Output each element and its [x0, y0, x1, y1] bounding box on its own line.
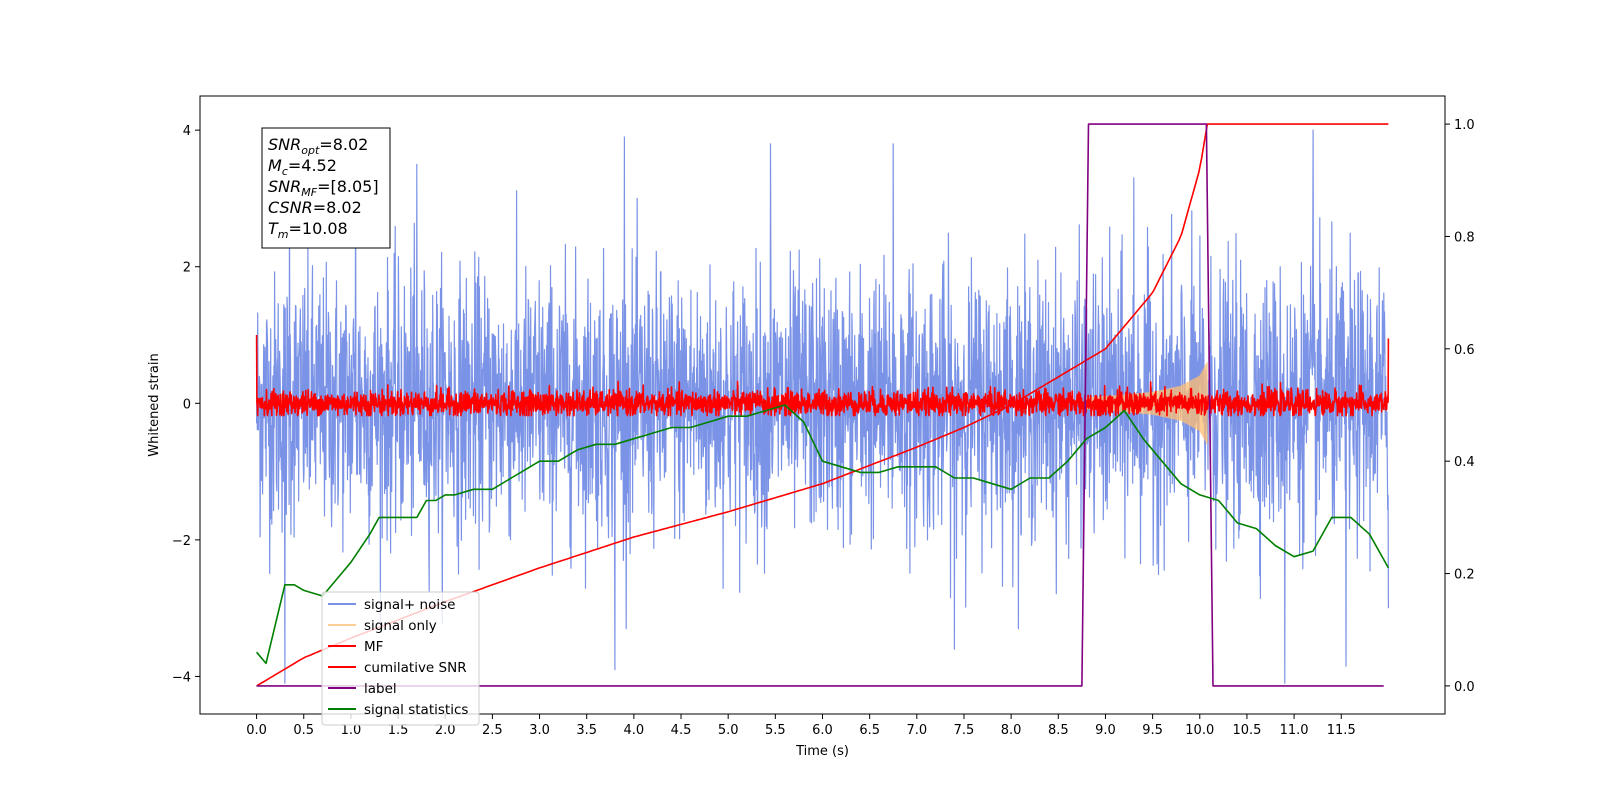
series-line-signal-noise — [256, 129, 1389, 684]
y-axis-left: −4 −2 0 2 4 — [172, 124, 200, 685]
x-tick-label: 3.5 — [576, 723, 597, 738]
x-tick-label: 7.5 — [954, 723, 975, 738]
y-tick-label: 2 — [183, 261, 191, 276]
x-tick-label: 10.5 — [1232, 723, 1261, 738]
x-tick-label: 5.0 — [718, 723, 739, 738]
y2-tick-label: 0.2 — [1454, 568, 1475, 583]
y-axis-label: Whitened strain — [147, 353, 162, 456]
info-line: SNRopt=8.02 — [268, 135, 368, 157]
y-tick-label: 0 — [183, 397, 191, 412]
series-line-mf — [255, 334, 1390, 417]
x-tick-label: 2.0 — [435, 723, 456, 738]
y2-tick-label: 0.6 — [1454, 343, 1475, 358]
legend-label: label — [364, 681, 397, 697]
x-tick-label: 9.5 — [1142, 723, 1163, 738]
y-axis-right: 0.0 0.2 0.4 0.6 0.8 1.0 — [1445, 118, 1475, 695]
legend: signal+ noise signal only MF cumilative SNR… — [321, 591, 480, 726]
x-tick-label: 7.0 — [906, 723, 927, 738]
y-tick-label: 4 — [183, 124, 191, 139]
y-tick-label: −4 — [172, 670, 191, 685]
legend-label: signal only — [364, 618, 437, 634]
y2-tick-label: 0.0 — [1454, 680, 1475, 695]
x-tick-label: 6.5 — [859, 723, 880, 738]
legend-label: signal statistics — [364, 702, 468, 718]
x-tick-label: 10.0 — [1185, 723, 1214, 738]
x-tick-label: 9.0 — [1095, 723, 1116, 738]
x-tick-label: 2.5 — [482, 723, 503, 738]
series-line-signal-statistics — [255, 404, 1390, 665]
info-line: SNRMF=[8.05] — [268, 177, 379, 199]
series-line-label — [256, 123, 1384, 687]
legend-label: signal+ noise — [364, 597, 455, 613]
legend-label: MF — [364, 639, 383, 655]
x-axis-label: Time (s) — [795, 744, 849, 759]
x-tick-label: 11.0 — [1280, 723, 1309, 738]
y2-tick-label: 1.0 — [1454, 118, 1475, 133]
info-line: Tm=10.08 — [268, 219, 348, 241]
x-tick-label: 6.0 — [812, 723, 833, 738]
legend-label: cumilative SNR — [364, 660, 467, 676]
x-tick-label: 4.0 — [624, 723, 645, 738]
x-axis: 0.0 0.5 1.0 1.5 2.0 2.5 3.0 3.5 4.0 4.5 5.0 5.5 6.0 6… — [246, 714, 1356, 738]
info-line: CSNR=8.02 — [268, 198, 362, 217]
x-tick-label: 5.5 — [765, 723, 786, 738]
x-tick-label: 8.5 — [1048, 723, 1069, 738]
x-tick-label: 11.5 — [1327, 723, 1356, 738]
info-line: Mc=4.52 — [268, 156, 337, 178]
x-tick-label: 0.5 — [293, 723, 314, 738]
x-tick-label: 8.0 — [1001, 723, 1022, 738]
x-tick-label: 1.0 — [341, 723, 362, 738]
legend-frame — [321, 591, 480, 726]
x-tick-label: 3.0 — [529, 723, 550, 738]
x-tick-label: 0.0 — [246, 723, 267, 738]
y2-tick-label: 0.8 — [1454, 230, 1475, 245]
y2-tick-label: 0.4 — [1454, 455, 1475, 470]
info-box-frame — [261, 127, 391, 249]
y-tick-label: −2 — [172, 534, 191, 549]
x-tick-label: 4.5 — [671, 723, 692, 738]
x-tick-label: 1.5 — [388, 723, 409, 738]
